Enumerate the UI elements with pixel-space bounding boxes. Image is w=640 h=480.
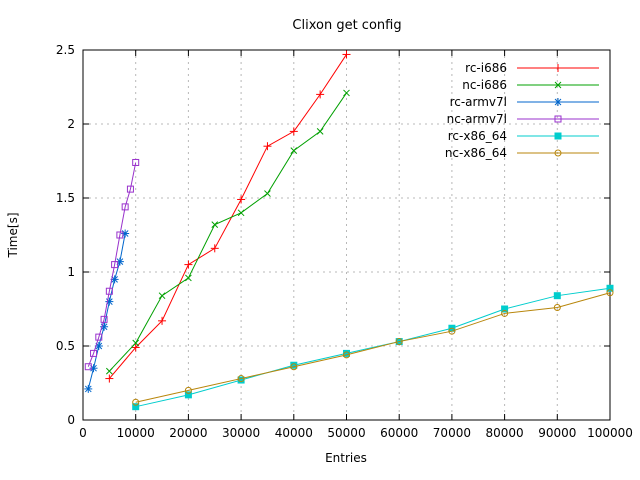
legend-label-nc-x86_64: nc-x86_64 bbox=[445, 146, 507, 160]
marker-circle-open bbox=[606, 289, 614, 297]
legend-label-nc-i686: nc-i686 bbox=[462, 78, 507, 92]
marker-circle-open bbox=[448, 327, 456, 335]
marker-plus bbox=[554, 64, 562, 72]
y-tick-label: 0.5 bbox=[56, 339, 75, 353]
marker-square-open bbox=[105, 287, 113, 295]
x-tick-label: 40000 bbox=[275, 426, 313, 440]
marker-circle-open bbox=[553, 304, 561, 312]
marker-cross bbox=[316, 128, 324, 135]
x-tick-label: 0 bbox=[79, 426, 87, 440]
marker-circle-open bbox=[237, 375, 245, 383]
series-line bbox=[108, 54, 347, 379]
legend-label-rc-armv7l: rc-armv7l bbox=[450, 95, 507, 109]
marker-plus bbox=[263, 142, 272, 151]
marker-asterisk bbox=[121, 229, 130, 238]
marker-square-open bbox=[121, 203, 129, 211]
marker-circle-open bbox=[395, 338, 403, 346]
series-rc-i686 bbox=[105, 50, 351, 383]
x-tick-label: 50000 bbox=[327, 426, 365, 440]
marker-circle-open bbox=[290, 363, 298, 371]
marker-square-filled bbox=[501, 305, 509, 313]
marker-circle-open bbox=[554, 149, 562, 157]
x-tick-label: 100000 bbox=[587, 426, 633, 440]
series-line bbox=[135, 287, 611, 408]
x-tick-label: 80000 bbox=[486, 426, 524, 440]
marker-square-filled bbox=[132, 403, 140, 411]
marker-asterisk bbox=[554, 98, 562, 106]
marker-square-filled bbox=[553, 292, 561, 300]
series-line bbox=[87, 233, 126, 390]
x-tick-label: 60000 bbox=[380, 426, 418, 440]
legend-label-nc-armv7l: nc-armv7l bbox=[447, 112, 507, 126]
series-line bbox=[87, 162, 137, 367]
marker-plus bbox=[342, 50, 351, 59]
marker-cross bbox=[105, 367, 113, 375]
marker-square-open bbox=[100, 315, 108, 323]
marker-circle-open bbox=[343, 351, 350, 359]
marker-cross bbox=[554, 81, 562, 89]
y-tick-label: 0 bbox=[67, 413, 75, 427]
x-tick-label: 70000 bbox=[433, 426, 471, 440]
legend-label-rc-x86_64: rc-x86_64 bbox=[448, 129, 507, 143]
marker-square-open bbox=[111, 261, 119, 269]
marker-square-filled bbox=[606, 284, 614, 292]
marker-asterisk bbox=[89, 364, 98, 373]
marker-square-open bbox=[132, 158, 140, 166]
x-tick-label: 10000 bbox=[117, 426, 155, 440]
y-tick-label: 2.5 bbox=[56, 43, 75, 57]
marker-square-open bbox=[90, 349, 98, 357]
marker-cross bbox=[290, 147, 298, 154]
marker-circle-open bbox=[501, 309, 509, 317]
y-tick-label: 1 bbox=[67, 265, 75, 279]
marker-asterisk bbox=[84, 384, 93, 393]
marker-cross bbox=[343, 89, 350, 97]
legend: rc-i686 nc-i686 rc-armv7l nc-armv7l rc-x86_6… bbox=[445, 61, 599, 160]
series-rc-armv7l bbox=[84, 229, 130, 393]
series-nc-x86_64 bbox=[132, 289, 614, 406]
y-axis-label: Time[s] bbox=[6, 213, 20, 259]
x-tick-label: 30000 bbox=[222, 426, 260, 440]
marker-circle-open bbox=[132, 398, 140, 406]
marker-cross bbox=[264, 190, 271, 197]
x-tick-label: 90000 bbox=[538, 426, 576, 440]
marker-circle-open bbox=[184, 386, 192, 394]
series-line bbox=[135, 292, 611, 403]
marker-cross bbox=[185, 274, 192, 282]
plot-area: 0 10000 20000 30000 40000 50000 60000 70000 8000… bbox=[56, 43, 633, 440]
marker-square-open bbox=[554, 115, 562, 123]
series-nc-i686 bbox=[105, 89, 350, 375]
marker-cross bbox=[132, 339, 140, 347]
series-nc-armv7l bbox=[84, 158, 140, 371]
marker-square-filled bbox=[554, 132, 562, 140]
chart-title: Clixon get config bbox=[292, 18, 401, 33]
y-tick-label: 2 bbox=[67, 117, 75, 131]
marker-plus bbox=[210, 244, 219, 253]
marker-square-open bbox=[95, 333, 103, 341]
marker-square-open bbox=[84, 363, 92, 371]
y-tick-label: 1.5 bbox=[56, 191, 75, 205]
marker-plus bbox=[289, 127, 298, 136]
series-rc-x86_64 bbox=[132, 284, 614, 411]
marker-cross bbox=[158, 292, 166, 300]
marker-plus bbox=[158, 316, 167, 325]
series-line bbox=[108, 92, 347, 372]
marker-plus bbox=[131, 343, 140, 352]
marker-plus bbox=[184, 260, 193, 269]
marker-plus bbox=[237, 195, 246, 204]
marker-square-filled bbox=[184, 391, 192, 399]
x-tick-label: 20000 bbox=[169, 426, 207, 440]
marker-square-open bbox=[116, 231, 124, 239]
marker-plus bbox=[105, 374, 114, 383]
x-axis-label: Entries bbox=[325, 451, 367, 465]
marker-plus bbox=[316, 90, 325, 99]
marker-cross bbox=[237, 209, 245, 217]
marker-square-open bbox=[126, 185, 134, 193]
marker-cross bbox=[211, 221, 219, 228]
legend-label-rc-i686: rc-i686 bbox=[465, 61, 507, 75]
